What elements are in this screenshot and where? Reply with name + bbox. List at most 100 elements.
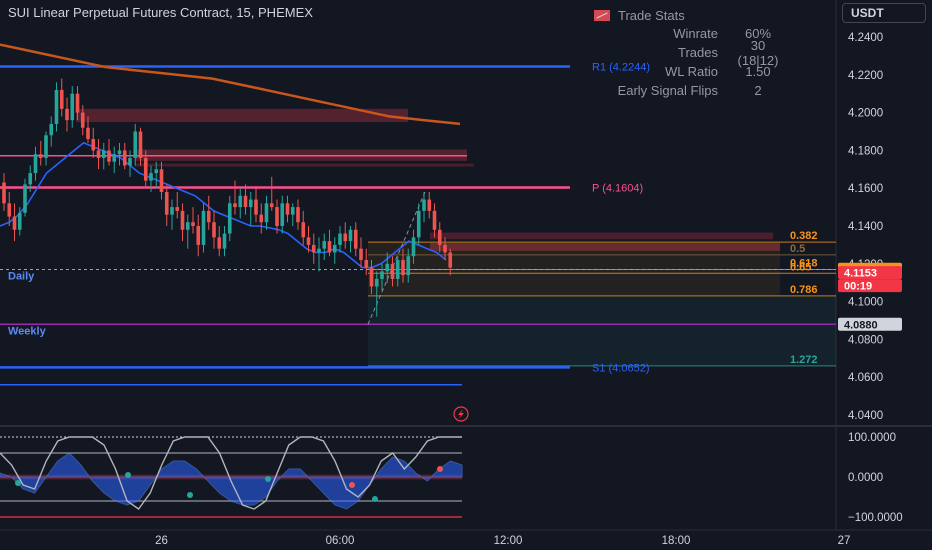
candle [385, 252, 390, 283]
candle [44, 131, 48, 166]
candle [243, 184, 248, 215]
candle-body [86, 127, 90, 140]
candle [306, 226, 311, 253]
candle [128, 150, 132, 177]
y-axis-tick-label: 4.2000 [848, 108, 883, 120]
osc-axis-tick-label: 100.0000 [848, 432, 896, 444]
candle [28, 165, 33, 192]
price-tag-bg [838, 279, 902, 293]
candle-body [201, 210, 206, 245]
candle-body [443, 244, 447, 253]
candle [185, 214, 190, 249]
candle-body [327, 241, 332, 253]
candle-body [385, 263, 390, 272]
candle [86, 116, 90, 143]
fib-level-label: 1.272 [790, 354, 818, 366]
x-axis-tick-label: 18:00 [662, 535, 691, 547]
osc-signal-dot [372, 496, 378, 502]
candle-body [416, 210, 421, 238]
candle-body [59, 89, 64, 109]
x-axis-tick-label: 06:00 [326, 535, 355, 547]
stats-key: Winrate [673, 26, 718, 41]
candle [332, 237, 337, 264]
candle-body [33, 154, 38, 174]
candle-body [180, 210, 185, 230]
price-tag-label: 00:19 [844, 281, 872, 293]
stats-value: 2 [754, 83, 762, 98]
candle-body [269, 203, 274, 208]
candle-body [364, 260, 369, 268]
y-axis-tick-label: 4.0800 [848, 334, 883, 346]
candle [443, 237, 447, 261]
candle-body [448, 252, 453, 268]
x-axis-tick-label: 27 [838, 535, 851, 547]
candle-body [306, 237, 311, 245]
candle [359, 237, 363, 268]
currency-selector-button[interactable]: USDT [842, 3, 926, 23]
stats-value: 30 (18|12) [737, 37, 779, 68]
fib-zone-lower [368, 295, 836, 366]
candle [17, 207, 22, 236]
osc-signal-dot [125, 472, 131, 478]
candle-body [427, 199, 432, 211]
candle [149, 165, 153, 192]
candle-body [422, 199, 426, 211]
candle [222, 226, 227, 257]
weekly-level-label: Weekly [8, 325, 47, 337]
stats-row-trades: Trades 30 (18|12) [580, 38, 800, 68]
supply-zone [430, 243, 780, 251]
candle [248, 191, 253, 226]
candle-body [175, 207, 180, 211]
candle [238, 188, 243, 219]
candle-body [222, 233, 227, 249]
candle-body [401, 260, 405, 276]
stats-row-early-signal-flips: Early Signal Flips 2 [580, 81, 800, 100]
candle [327, 229, 332, 257]
stats-row-winrate: Winrate 60% [580, 24, 800, 43]
x-axis-tick-label: 26 [155, 535, 168, 547]
candle-body [154, 169, 159, 174]
candle-body [101, 150, 106, 158]
osc-signal-dot [265, 476, 271, 482]
price-tag-bg [838, 266, 902, 280]
price-tag-label: 4.0880 [844, 319, 878, 331]
candle-body [75, 93, 80, 113]
candle-body [122, 150, 127, 166]
candle [401, 248, 405, 283]
y-axis-tick-label: 4.1600 [848, 183, 883, 195]
candle [343, 222, 348, 249]
candle-body [348, 229, 353, 242]
candle-body [191, 222, 195, 226]
candle-body [206, 210, 211, 223]
osc-axis-tick-label: −100.0000 [848, 512, 903, 524]
candle-body [17, 212, 22, 230]
candle-body [28, 173, 33, 185]
candle [159, 161, 164, 200]
candle [201, 203, 206, 253]
candle-body [290, 207, 295, 215]
lightning-icon [453, 406, 469, 422]
candle [154, 161, 159, 189]
y-axis-tick-label: 4.1000 [848, 297, 883, 309]
candle [269, 176, 274, 211]
candle-body [65, 108, 69, 121]
candle-body [23, 184, 27, 213]
y-axis-tick-label: 4.0600 [848, 372, 883, 384]
candle [411, 229, 416, 264]
trade-stats-panel: Trade Stats Winrate 60% Trades 30 (18|12… [580, 6, 800, 100]
candle-body [322, 241, 327, 249]
candle [395, 256, 400, 287]
candle-body [96, 150, 101, 158]
candle [117, 142, 122, 166]
price-tag-bg [838, 317, 902, 331]
candle [2, 173, 6, 211]
osc-signal-dot [437, 466, 443, 472]
stats-row-wl-ratio: WL Ratio 1.50 [580, 62, 800, 81]
candle [390, 256, 395, 287]
candle [101, 142, 106, 170]
candle [364, 248, 369, 276]
price-tag: 4.1153 [838, 266, 902, 280]
candle-body [380, 271, 384, 279]
